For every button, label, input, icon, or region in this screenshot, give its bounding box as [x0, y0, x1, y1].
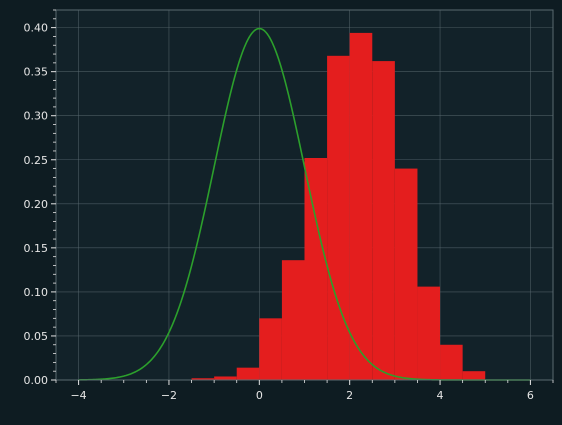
histogram-bar [349, 32, 373, 381]
y-tick-label: 0.15 [24, 242, 49, 255]
histogram-bars [191, 32, 486, 381]
y-tick-label: 0.05 [24, 330, 49, 343]
histogram-bar [462, 371, 486, 380]
histogram-bar [327, 55, 350, 381]
histogram-bar [417, 286, 441, 380]
histogram-bar [236, 367, 260, 380]
y-tick-label: 0.20 [24, 198, 49, 211]
histogram-bar [214, 376, 237, 380]
histogram-bar [281, 260, 305, 380]
y-tick-label: 0.10 [24, 286, 49, 299]
histogram-bar [440, 344, 463, 380]
y-tick-label: 0.25 [24, 154, 49, 167]
histogram-bar [259, 318, 282, 380]
y-tick-label: 0.40 [24, 22, 49, 35]
x-tick-label: −2 [161, 389, 177, 402]
x-tick-label: 4 [437, 389, 444, 402]
axes: −4 −2 0 2 4 6 0.00 0.05 0.10 0.15 0.20 0.25 0.30 0.35… [24, 9, 554, 402]
x-tick-label: 0 [256, 389, 263, 402]
histogram-bar [394, 168, 418, 380]
x-tick-label: 2 [346, 389, 353, 402]
histogram-bar [372, 61, 395, 380]
x-tick-label: 6 [527, 389, 534, 402]
histogram-bar [304, 158, 328, 380]
y-tick-label: 0.35 [24, 66, 49, 79]
y-tick-label: 0.00 [24, 374, 49, 387]
y-tick-label: 0.30 [24, 110, 49, 123]
histogram-bar [191, 378, 215, 380]
x-tick-label: −4 [70, 389, 86, 402]
